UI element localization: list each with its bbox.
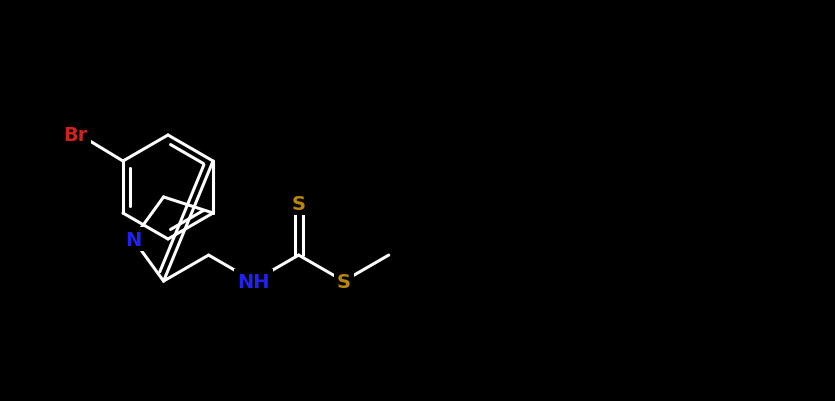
Text: Br: Br <box>63 126 89 145</box>
Text: S: S <box>291 194 306 213</box>
Text: N: N <box>125 230 141 249</box>
Text: NH: NH <box>237 272 270 291</box>
Text: S: S <box>337 272 351 291</box>
